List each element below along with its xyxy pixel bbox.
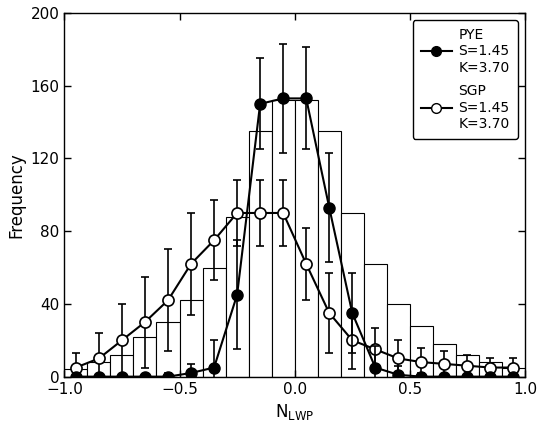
Bar	[410, 326, 433, 377]
Y-axis label: Frequency: Frequency	[7, 152, 25, 238]
Bar	[88, 362, 110, 377]
Bar	[157, 322, 180, 377]
Bar	[318, 131, 341, 377]
Bar	[387, 304, 410, 377]
Bar	[249, 131, 271, 377]
Legend: PYE
S=1.45
K=3.70, SGP
S=1.45
K=3.70: PYE S=1.45 K=3.70, SGP S=1.45 K=3.70	[413, 20, 518, 139]
Bar	[364, 264, 387, 377]
Bar	[295, 100, 318, 377]
X-axis label: N$_{\mathrm{LWP}}$: N$_{\mathrm{LWP}}$	[275, 402, 314, 422]
Bar	[433, 344, 456, 377]
Bar	[202, 268, 226, 377]
Bar	[226, 217, 249, 377]
Bar	[502, 368, 525, 377]
Bar	[64, 369, 88, 377]
Bar	[341, 213, 364, 377]
Bar	[479, 362, 502, 377]
Bar	[110, 355, 133, 377]
Bar	[180, 300, 202, 377]
Bar	[271, 100, 295, 377]
Bar	[133, 337, 157, 377]
Bar	[456, 355, 479, 377]
